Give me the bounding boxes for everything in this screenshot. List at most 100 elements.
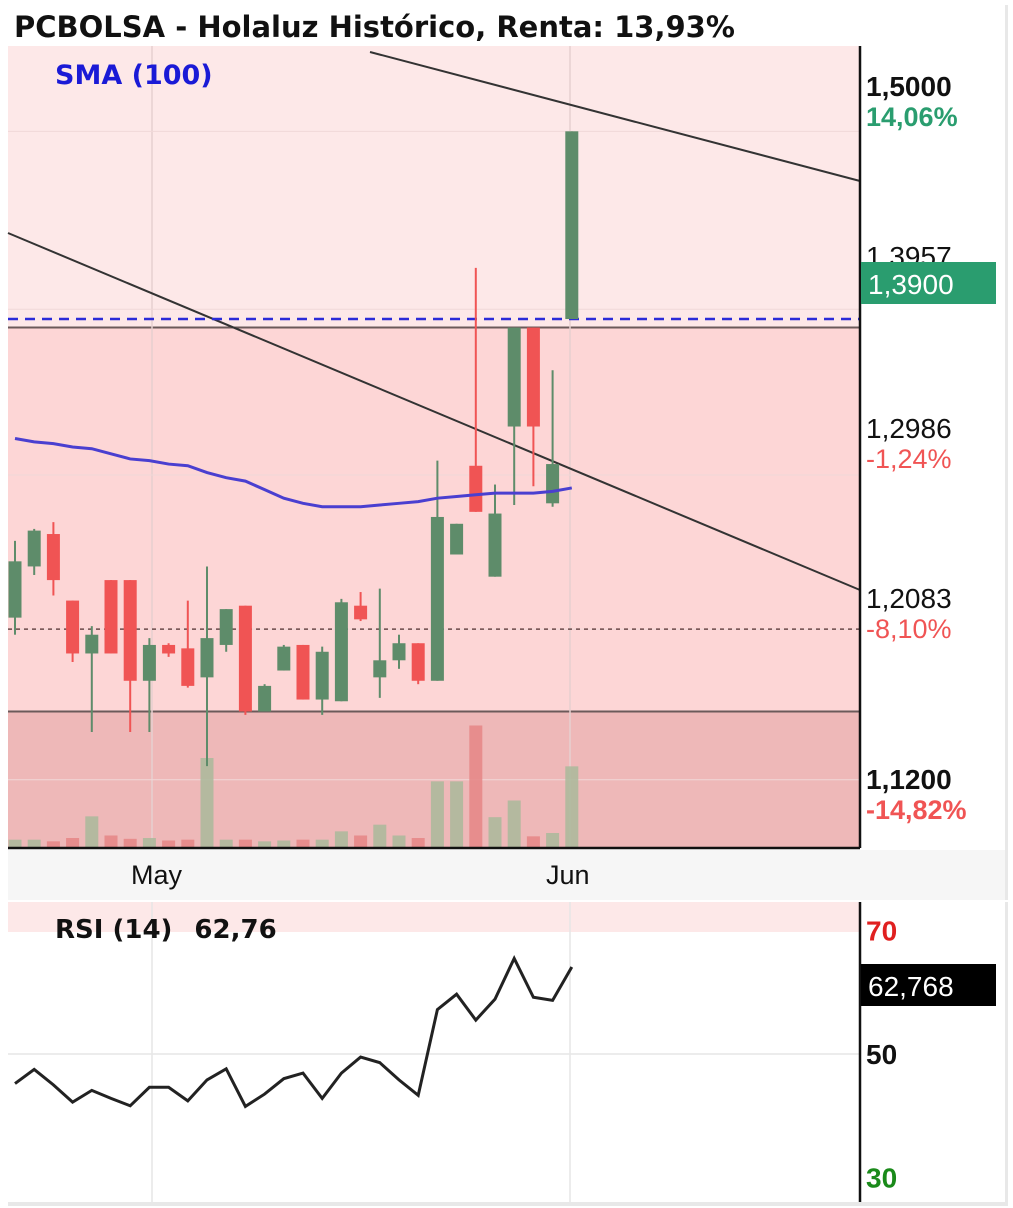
volume-bar [142, 838, 156, 848]
rsi-line [14, 954, 574, 1109]
volume-bar [85, 816, 99, 848]
volume-bar [258, 841, 272, 848]
candle [488, 484, 502, 577]
volume-bar [27, 839, 41, 848]
candle-body [162, 644, 176, 654]
trendline-upper [369, 51, 861, 182]
candle-body [104, 580, 118, 654]
candle [219, 609, 233, 652]
volume-bar [123, 838, 137, 848]
volume-bar [526, 836, 540, 848]
volume-bar [450, 781, 464, 848]
rsi-chart: 70 50 30 62,768 [8, 902, 1008, 1206]
volume-bar [296, 839, 310, 848]
candle-body [565, 131, 579, 320]
candle-body [450, 523, 464, 555]
rsi-value-tag [861, 964, 996, 1006]
candle-body [277, 646, 291, 671]
volume-bar [181, 839, 195, 848]
candle-body [66, 600, 80, 654]
candle-body [85, 634, 99, 654]
volume-bar [373, 824, 387, 848]
price-level-label: 1,5000 [866, 71, 952, 102]
price-level-label: 1,1200 [866, 764, 952, 795]
volume-bar [162, 840, 176, 848]
rsi-frame-bottom [8, 1202, 1008, 1206]
candle-body [411, 643, 425, 681]
candle [565, 131, 579, 320]
candle [354, 592, 368, 622]
candle [85, 626, 99, 732]
candle-body [181, 648, 195, 686]
volume-bar [565, 766, 579, 848]
candle [334, 598, 348, 702]
candle [162, 643, 176, 657]
price-level-pct: -1,24% [866, 444, 952, 474]
volume-bar [277, 840, 291, 848]
rsi-frame-edge [1005, 902, 1008, 1202]
current-price-tag-label: 1,3900 [868, 269, 954, 300]
candle [238, 605, 252, 715]
candle [392, 634, 406, 669]
trendline-lower [7, 232, 861, 591]
volume-bar [469, 725, 483, 848]
volume-bar [46, 841, 60, 848]
candle [507, 327, 521, 506]
frame-edge [1005, 5, 1008, 900]
candle-body [392, 643, 406, 661]
zone-upper [8, 46, 860, 328]
price-level-pct: -8,10% [866, 614, 952, 644]
candle-body [258, 685, 272, 712]
candle-body [526, 327, 540, 427]
volume-bar [430, 781, 444, 848]
x-label-jun: Jun [546, 860, 590, 890]
candle [315, 646, 329, 715]
rsi-level-label: 50 [866, 1039, 897, 1070]
volume-bar [411, 838, 425, 848]
rsi-level-label: 70 [866, 916, 897, 947]
candle [181, 600, 195, 688]
candle [526, 327, 540, 487]
candle [104, 580, 118, 654]
candle-body [546, 464, 560, 504]
volume-bar [354, 835, 368, 848]
candle-body [373, 660, 387, 678]
candle [411, 643, 425, 685]
rsi-value-tag-label: 62,768 [868, 971, 954, 1002]
candle-body [334, 602, 348, 702]
chart-title: PCBOLSA - Holaluz Histórico, Renta: 13,9… [10, 10, 739, 44]
candle [8, 540, 22, 635]
candle-body [315, 651, 329, 700]
candle-body [200, 638, 214, 678]
candle [258, 684, 272, 712]
candle [123, 580, 137, 732]
candle [296, 644, 310, 700]
candle [46, 522, 60, 596]
candle-body [430, 516, 444, 681]
volume-bar [507, 800, 521, 848]
candle-body [142, 644, 156, 681]
volume-bar [315, 839, 329, 848]
candle [450, 523, 464, 555]
candle [66, 600, 80, 663]
rsi-level-label: 30 [866, 1162, 897, 1193]
volume-bar [200, 758, 214, 848]
volume-bar [546, 833, 560, 848]
current-price-tag [861, 262, 996, 304]
sma-legend: SMA (100) [55, 60, 213, 91]
candle-body [469, 465, 483, 512]
candle-body [238, 605, 252, 712]
candle [469, 267, 483, 512]
price-level-pct: -14,82% [866, 795, 967, 825]
x-axis-band [8, 850, 1008, 900]
rsi-legend: RSI (14) 62,76 [55, 915, 277, 945]
price-level-pct: 14,06% [866, 102, 958, 132]
candle-body [46, 534, 60, 581]
sma-line [14, 436, 573, 509]
price-chart: 1,500014,06%1,39571,2986-1,24%1,2083-8,1… [7, 5, 1008, 900]
rsi-legend-value: 62,76 [194, 915, 277, 945]
volume-bar [334, 831, 348, 848]
candle-body [123, 580, 137, 681]
price-level-label: 1,2986 [866, 413, 952, 444]
